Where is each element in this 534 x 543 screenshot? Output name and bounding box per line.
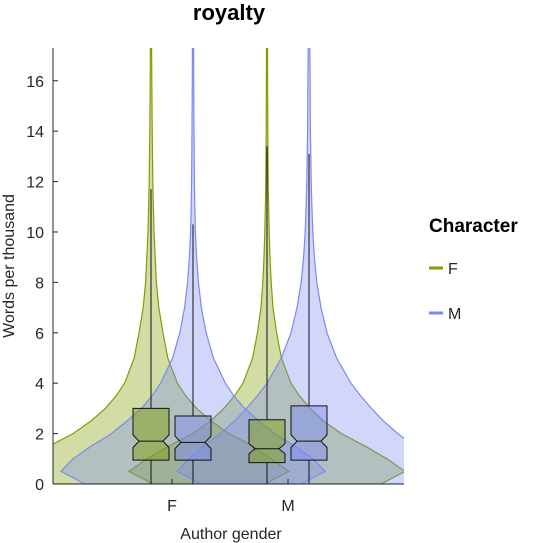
violin-layer: [53, 48, 404, 484]
x-tick-label: F: [167, 498, 177, 515]
y-tick-label: 2: [35, 427, 44, 444]
y-tick-label: 14: [26, 124, 44, 141]
x-axis-label: Author gender: [180, 526, 282, 543]
y-axis-label: Words per thousand: [1, 194, 18, 338]
legend-label-f: F: [448, 261, 458, 278]
y-tick-label: 4: [35, 376, 44, 393]
violin-m-m: [176, 48, 404, 484]
y-tick-label: 0: [35, 477, 44, 494]
legend-title: Character: [429, 216, 518, 237]
y-tick-label: 8: [35, 275, 44, 292]
boxplot-layer: [132, 146, 328, 484]
legend-label-m: M: [448, 306, 461, 323]
box-f-m: [248, 419, 286, 464]
box-m-f: [174, 415, 212, 461]
x-tick-label: M: [281, 498, 294, 515]
box-f-f: [132, 407, 170, 461]
axes: 0 2 4 6 8 10 12 14 16 F M: [26, 48, 404, 515]
box-m-m: [290, 405, 328, 461]
y-tick-label: 16: [26, 74, 44, 91]
y-tick-label: 10: [26, 225, 44, 242]
y-tick-label: 6: [35, 326, 44, 343]
chart-title: royalty: [193, 0, 266, 25]
legend: Character F M: [429, 216, 518, 323]
y-tick-label: 12: [26, 175, 44, 192]
violin-f-f: [53, 48, 291, 484]
